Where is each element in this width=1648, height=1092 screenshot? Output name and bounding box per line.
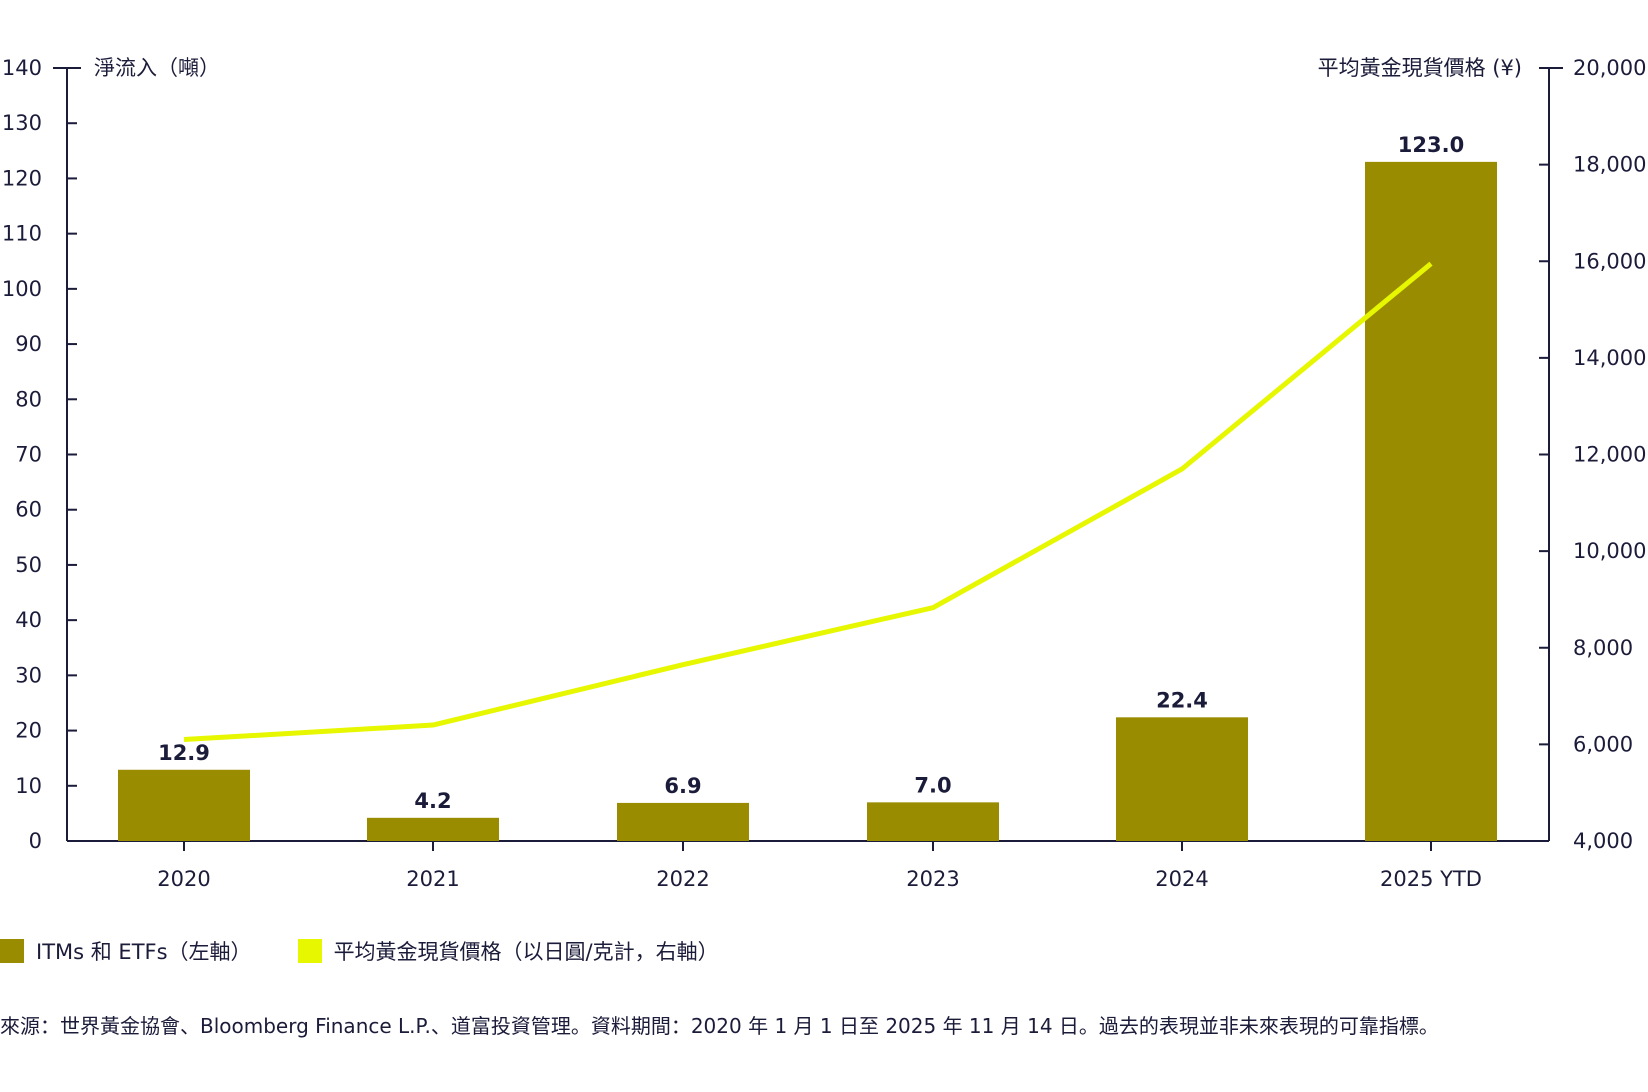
left-tick-label: 30 bbox=[15, 663, 42, 687]
data-label: 6.9 bbox=[664, 774, 701, 798]
right-tick-label: 4,000 bbox=[1573, 829, 1633, 853]
left-tick-label: 100 bbox=[2, 277, 42, 301]
left-tick-label: 130 bbox=[2, 111, 42, 135]
bar-2022 bbox=[617, 802, 749, 841]
bar-2023 bbox=[867, 802, 999, 841]
bar-2020 bbox=[118, 769, 250, 841]
x-tick-label: 2022 bbox=[656, 867, 709, 891]
price-line bbox=[183, 261, 1433, 743]
legend: ITMs 和 ETFs（左軸） 平均黃金現貨價格（以日圓/克計，右軸） bbox=[0, 936, 765, 966]
left-tick-label: 40 bbox=[15, 608, 42, 632]
left-tick-label: 140 bbox=[2, 56, 42, 80]
x-tick-label: 2020 bbox=[157, 867, 210, 891]
left-tick-label: 60 bbox=[15, 498, 42, 522]
bar-2024 bbox=[1116, 717, 1248, 841]
right-tick-label: 10,000 bbox=[1573, 539, 1646, 563]
x-tick-label: 2021 bbox=[406, 867, 459, 891]
left-tick-label: 90 bbox=[15, 332, 42, 356]
left-tick-label: 10 bbox=[15, 774, 42, 798]
legend-label-bars: ITMs 和 ETFs（左軸） bbox=[36, 940, 252, 964]
right-tick-label: 18,000 bbox=[1573, 153, 1646, 177]
right-axis-title: 平均黃金現貨價格 (¥) bbox=[1318, 56, 1522, 80]
legend-label-line: 平均黃金現貨價格（以日圓/克計，右軸） bbox=[333, 940, 719, 964]
data-label: 12.9 bbox=[158, 741, 210, 765]
data-label: 7.0 bbox=[914, 773, 951, 797]
legend-item-line: 平均黃金現貨價格（以日圓/克計，右軸） bbox=[297, 936, 719, 966]
bar-2021 bbox=[367, 817, 499, 841]
source-note: 來源：世界黃金協會、Bloomberg Finance L.P.、道富投資管理。… bbox=[0, 1014, 1439, 1038]
left-tick-label: 50 bbox=[15, 553, 42, 577]
left-tick-label: 110 bbox=[2, 222, 42, 246]
right-tick-label: 12,000 bbox=[1573, 443, 1646, 467]
right-tick-label: 8,000 bbox=[1573, 636, 1633, 660]
right-tick-label: 16,000 bbox=[1573, 249, 1646, 273]
left-tick-label: 20 bbox=[15, 719, 42, 743]
left-tick-label: 80 bbox=[15, 387, 42, 411]
x-tick-label: 2025 YTD bbox=[1380, 867, 1482, 891]
legend-item-bars: ITMs 和 ETFs（左軸） bbox=[0, 936, 252, 966]
left-tick-label: 70 bbox=[15, 443, 42, 467]
right-tick-label: 20,000 bbox=[1573, 56, 1646, 80]
left-tick-label: 120 bbox=[2, 166, 42, 190]
left-axis-title: 淨流入（噸） bbox=[94, 56, 220, 80]
right-tick-label: 6,000 bbox=[1573, 732, 1633, 756]
legend-swatch-line bbox=[297, 939, 322, 963]
bar-2025-YTD bbox=[1365, 161, 1497, 842]
left-tick-label: 0 bbox=[29, 829, 42, 853]
x-tick-label: 2024 bbox=[1155, 867, 1208, 891]
data-label: 22.4 bbox=[1156, 688, 1208, 712]
x-tick-label: 2023 bbox=[906, 867, 959, 891]
right-tick-label: 14,000 bbox=[1573, 346, 1646, 370]
data-label: 4.2 bbox=[414, 789, 451, 813]
data-label: 123.0 bbox=[1398, 133, 1464, 157]
legend-swatch-bars bbox=[0, 939, 24, 963]
